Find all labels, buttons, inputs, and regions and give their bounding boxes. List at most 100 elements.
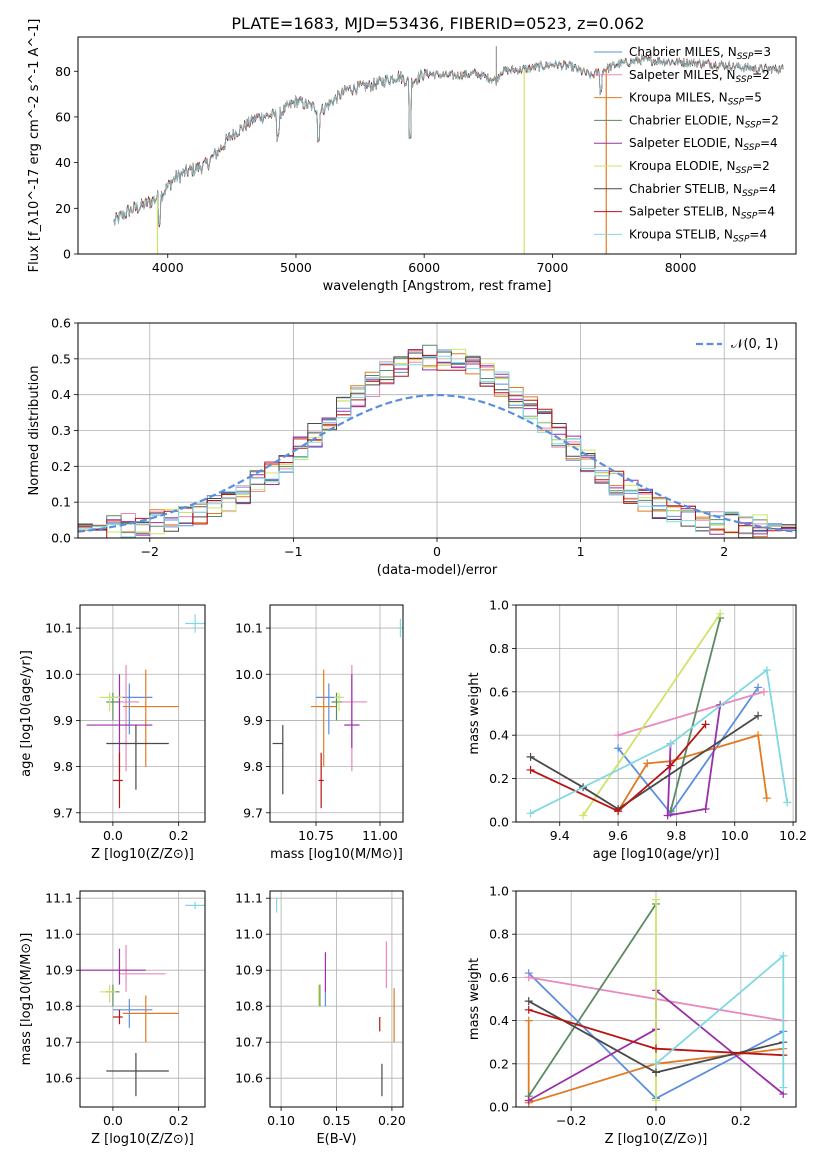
y-tick-label: 0.8 [489, 927, 509, 942]
y-tick-label: 9.8 [53, 759, 73, 774]
normal-curve-line [78, 393, 796, 533]
legend-text: Salpeter ELODIE, N [629, 136, 743, 150]
x-tick-label: −1 [284, 544, 302, 559]
x-axis-label: Z [log10(Z/Z⊙)] [91, 1132, 194, 1147]
legend-entry-salpeter-miles: Salpeter MILES, NSSP=2 [629, 68, 770, 85]
y-tick-label: 11.1 [235, 891, 263, 906]
model-spectrum-line-kroupa-stelib [113, 54, 784, 226]
weight-marker-kroupa-stelib [779, 1083, 788, 1092]
error-bar-kroupa-stelib [185, 901, 205, 909]
legend-subscript: SSP [743, 143, 760, 153]
spectrum-panel: 4000 5000 6000 7000 8000 0 20 40 60 80 wavelength … [27, 19, 797, 294]
error-bars [86, 614, 205, 809]
y-tick-label: 11.0 [45, 927, 73, 942]
x-axis-label: Z [log10(Z/Z⊙)] [91, 847, 194, 862]
x-axis-label: Z [log10(Z/Z⊙)] [605, 1132, 708, 1147]
error-bar-chabrier-stelib [272, 725, 284, 795]
weight-line-chabrier-elodie [669, 617, 722, 812]
legend-value: =2 [761, 113, 779, 127]
weight-marker-kroupa-elodie [652, 1096, 660, 1105]
y-tick-label: 10.9 [45, 963, 73, 978]
weight-marker-chabrier-miles [754, 683, 763, 692]
legend-subscript: SSP [742, 189, 759, 199]
y-tick-label: 10.7 [235, 1035, 263, 1050]
y-tick-label: 10.6 [45, 1071, 73, 1086]
x-tick-label: −0.2 [556, 1113, 586, 1128]
x-tick-label: 5000 [280, 260, 312, 275]
x-tick-label: 10.2 [779, 828, 807, 843]
legend-text: Chabrier ELODIE, N [629, 113, 745, 127]
error-bar-kroupa-elodie [99, 984, 117, 1003]
legend-subscript: SSP [741, 212, 758, 222]
legend-entry-chabrier-elodie: Chabrier ELODIE, NSSP=2 [629, 113, 779, 130]
y-tick-label: 9.7 [243, 805, 263, 820]
weight-marker-salpeter-stelib [614, 807, 623, 816]
y-tick-label: 10.1 [45, 621, 73, 636]
legend-value: =5 [744, 91, 762, 105]
error-bar-salpeter-stelib [112, 752, 123, 809]
error-bar-salpeter-stelib [318, 752, 324, 809]
weight-marker-kroupa-elodie [579, 811, 588, 820]
y-tick-label: 9.9 [53, 713, 73, 728]
y-tick-label: 9.8 [243, 759, 263, 774]
error-bar-chabrier-stelib [106, 1053, 169, 1097]
legend-entry-kroupa-miles: Kroupa MILES, NSSP=5 [629, 91, 762, 108]
error-bar-kroupa-miles [122, 669, 179, 767]
y-axis-label: mass weight [467, 958, 482, 1040]
y-tick-label: 60 [55, 109, 71, 124]
y-tick-label: 0.4 [489, 1013, 509, 1028]
error-bar-salpeter-miles [119, 945, 166, 992]
weight-marker-kroupa-elodie [652, 895, 660, 904]
axes-frame [77, 36, 797, 255]
error-bar-chabrier-elodie [106, 984, 120, 1007]
age-vs-mass-panel: 10.75 11.00 9.7 9.8 9.9 10.0 10.1 mass [log10(M… [235, 604, 404, 862]
y-axis-label: age [log10(age/yr)] [19, 650, 34, 777]
x-tick-label: 10.75 [298, 828, 334, 843]
error-bar-kroupa-miles [310, 669, 337, 767]
error-bar-chabrier-miles [112, 683, 153, 735]
legend-text: Kroupa MILES, N [629, 91, 728, 105]
x-tick-label: 0.0 [103, 1113, 123, 1128]
error-bars [276, 898, 395, 1097]
weight-lines [524, 895, 788, 1107]
y-tick-label: 0.6 [489, 684, 509, 699]
x-tick-label: 0.2 [169, 828, 189, 843]
legend-value: =4 [749, 227, 767, 241]
legend-value: =3 [753, 45, 771, 59]
legend-text: Salpeter STELIB, N [629, 205, 741, 219]
y-tick-label: 0.0 [51, 531, 71, 546]
y-tick-label: 0.2 [489, 1056, 509, 1071]
weight-vs-age-panel: 9.4 9.6 9.8 10.0 10.2 0.0 0.2 0.4 0.6 0.8 1.0 age [… [467, 598, 807, 863]
weight-line-kroupa-miles [527, 1020, 784, 1104]
error-bar-kroupa-elodie [99, 692, 123, 712]
histogram-steps [78, 344, 796, 538]
axes-frame [79, 604, 206, 823]
legend-subscript: SSP [737, 52, 754, 62]
mass-vs-extinction-panel: 0.10 0.15 0.20 10.6 10.7 10.8 10.9 11.0 11.1 E(B-… [235, 890, 406, 1147]
error-bar-kroupa-stelib [185, 614, 205, 633]
y-tick-label: 10.1 [235, 621, 263, 636]
y-tick-label: 11.1 [45, 891, 73, 906]
weight-line-chabrier-stelib [530, 714, 759, 811]
error-bar-salpeter-stelib [112, 1009, 123, 1025]
weight-marker-salpeter-elodie [701, 804, 710, 813]
y-tick-label: 10.9 [235, 963, 263, 978]
legend-entry-salpeter-stelib: Salpeter STELIB, NSSP=4 [629, 205, 775, 222]
weight-marker-kroupa-stelib [652, 1059, 660, 1068]
weight-line-salpeter-elodie [666, 704, 722, 817]
error-bar-salpeter-elodie [80, 948, 146, 985]
residual-histogram-panel: −2 −1 0 1 2 0.0 0.1 0.2 0.3 0.4 0.5 0.6 (data-model)… [27, 316, 797, 578]
histogram-step-kroupa-stelib [78, 355, 796, 538]
y-tick-label: 9.9 [243, 713, 263, 728]
y-tick-label: 0.5 [51, 351, 71, 366]
y-tick-label: 0.8 [489, 641, 509, 656]
x-tick-label: 9.6 [608, 828, 628, 843]
y-tick-label: 10.0 [45, 667, 73, 682]
y-tick-label: 0.3 [51, 423, 71, 438]
weight-line-chabrier-elodie [527, 903, 657, 1097]
x-axis-label: E(B-V) [316, 1132, 356, 1147]
x-axis-label: mass [log10(M/M⊙)] [270, 847, 403, 862]
weight-line-salpeter-stelib [530, 723, 707, 813]
weight-marker-kroupa-elodie [716, 609, 725, 618]
